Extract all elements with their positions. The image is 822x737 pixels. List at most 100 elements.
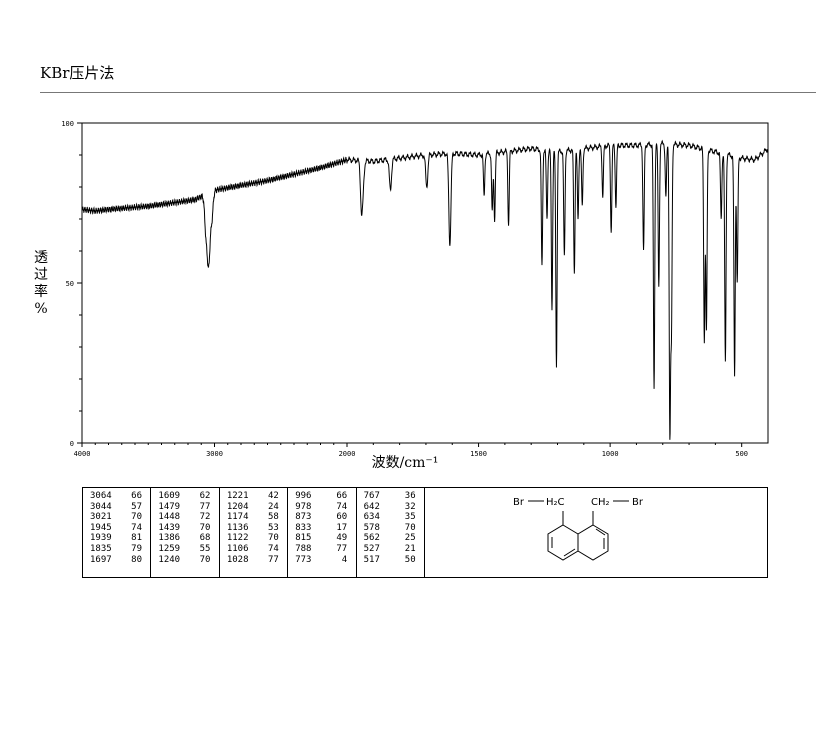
peak-transmittance: 4 bbox=[341, 554, 348, 565]
peak-wavenumber: 1221 bbox=[226, 491, 249, 501]
peak-row: 815 49 bbox=[295, 533, 352, 544]
peak-transmittance: 80 bbox=[131, 554, 142, 565]
peak-wavenumber: 773 bbox=[295, 554, 312, 565]
peak-wavenumber: 1122 bbox=[226, 533, 249, 544]
peak-wavenumber: 1240 bbox=[158, 554, 181, 565]
peak-row: 1122 70 bbox=[227, 533, 284, 544]
peak-wavenumber: 527 bbox=[363, 543, 380, 554]
peak-transmittance: 62 bbox=[199, 491, 211, 501]
y-axis-label-char: 透 bbox=[34, 250, 48, 266]
peak-row: 1609 62 bbox=[158, 491, 215, 502]
peak-transmittance: 25 bbox=[404, 533, 416, 544]
naphthalene-right-ring bbox=[577, 524, 609, 561]
y-tick-label: 100 bbox=[61, 120, 74, 128]
peak-wavenumber: 1939 bbox=[90, 533, 112, 544]
peak-transmittance: 50 bbox=[404, 554, 416, 565]
peak-transmittance: 36 bbox=[404, 491, 416, 501]
sample-method-title: KBr压片法 bbox=[40, 64, 115, 82]
y-tick-label: 50 bbox=[66, 280, 74, 288]
peak-table-column: 1609 62 1479 77 1448 72 1439 70 1386 68 1259 55 1240… bbox=[151, 488, 220, 577]
peak-row: 1448 72 bbox=[158, 512, 215, 523]
peak-row: 1136 53 bbox=[227, 523, 284, 534]
peak-wavenumber: 1028 bbox=[226, 554, 249, 565]
peak-row: 3021 70 bbox=[90, 512, 147, 523]
peak-wavenumber: 978 bbox=[295, 501, 312, 512]
x-tick-label: 1000 bbox=[602, 450, 619, 458]
peak-transmittance: 70 bbox=[199, 554, 211, 565]
peak-transmittance: 70 bbox=[404, 522, 416, 533]
peak-row: 996 66 bbox=[295, 491, 352, 502]
bromine-left-label: Br bbox=[513, 497, 525, 508]
y-axis-label-char: 过 bbox=[34, 267, 48, 283]
peak-wavenumber: 767 bbox=[363, 491, 380, 501]
peak-transmittance: 74 bbox=[336, 501, 348, 512]
peak-wavenumber: 1479 bbox=[158, 501, 181, 512]
peak-wavenumber: 996 bbox=[295, 491, 312, 501]
peak-row: 642 32 bbox=[364, 502, 421, 513]
peak-transmittance: 60 bbox=[336, 512, 348, 523]
peak-wavenumber: 1106 bbox=[226, 543, 249, 554]
y-tick-label: 0 bbox=[70, 440, 74, 448]
y-axis-label-char: % bbox=[34, 301, 47, 317]
peak-transmittance: 57 bbox=[131, 501, 142, 512]
peak-row: 767 36 bbox=[364, 491, 421, 502]
peak-transmittance: 21 bbox=[404, 543, 416, 554]
y-axis-label: 透过率% bbox=[34, 250, 48, 317]
peak-row: 578 70 bbox=[364, 523, 421, 534]
peak-transmittance: 35 bbox=[404, 512, 416, 523]
structure-panel: Br H₂C CH₂ Br bbox=[425, 487, 768, 578]
peak-wavenumber: 1448 bbox=[158, 512, 181, 523]
peak-row: 562 25 bbox=[364, 533, 421, 544]
peak-wavenumber: 873 bbox=[295, 512, 312, 523]
peak-row: 527 21 bbox=[364, 544, 421, 555]
peak-wavenumber: 642 bbox=[363, 501, 380, 512]
peak-wavenumber: 1439 bbox=[158, 522, 181, 533]
peak-wavenumber: 3021 bbox=[90, 512, 112, 523]
peak-transmittance: 66 bbox=[336, 491, 348, 501]
peak-row: 1835 79 bbox=[90, 544, 147, 555]
molecule-structure: Br H₂C CH₂ Br bbox=[513, 497, 644, 561]
peak-wavenumber: 788 bbox=[295, 543, 312, 554]
peak-wavenumber: 562 bbox=[363, 533, 380, 544]
peak-wavenumber: 1609 bbox=[158, 491, 181, 501]
peak-row: 1174 58 bbox=[227, 512, 284, 523]
peak-row: 978 74 bbox=[295, 502, 352, 513]
peak-row: 1106 74 bbox=[227, 544, 284, 555]
peak-row: 634 35 bbox=[364, 512, 421, 523]
ir-spectrum-chart: 4000 3000 2000 1500 1000 500 0 50 100 波数/cm⁻¹ 透… bbox=[34, 120, 769, 471]
x-tick-label: 1500 bbox=[470, 450, 487, 458]
peak-row: 833 17 bbox=[295, 523, 352, 534]
x-tick-label: 500 bbox=[735, 450, 748, 458]
peak-table-column: 1221 42 1204 24 1174 58 1136 53 1122 70 1106 74 1028… bbox=[220, 488, 289, 577]
peak-transmittance: 58 bbox=[267, 512, 279, 523]
peak-transmittance: 55 bbox=[199, 543, 211, 554]
peak-transmittance: 74 bbox=[131, 522, 142, 533]
peak-transmittance: 77 bbox=[267, 554, 279, 565]
peak-row: 1204 24 bbox=[227, 502, 284, 513]
peak-wavenumber: 833 bbox=[295, 522, 312, 533]
peak-wavenumber: 634 bbox=[363, 512, 380, 523]
header-divider bbox=[40, 92, 816, 93]
peak-transmittance: 17 bbox=[336, 522, 348, 533]
peak-wavenumber: 1697 bbox=[90, 554, 112, 565]
peak-row: 517 50 bbox=[364, 555, 421, 566]
peak-wavenumber: 1945 bbox=[90, 522, 112, 533]
peak-row: 1439 70 bbox=[158, 523, 215, 534]
peak-transmittance: 66 bbox=[131, 491, 142, 501]
peak-wavenumber: 1174 bbox=[226, 512, 249, 523]
peak-row: 1259 55 bbox=[158, 544, 215, 555]
x-tick-label: 4000 bbox=[74, 450, 91, 458]
peak-transmittance: 24 bbox=[267, 501, 279, 512]
y-axis-label-char: 率 bbox=[34, 283, 48, 300]
peak-transmittance: 70 bbox=[131, 512, 142, 523]
peak-row: 1945 74 bbox=[90, 523, 147, 534]
peak-wavenumber: 815 bbox=[295, 533, 312, 544]
methylene-right-label: CH₂ bbox=[591, 497, 610, 508]
peak-wavenumber: 1136 bbox=[226, 522, 249, 533]
peak-transmittance: 77 bbox=[199, 501, 211, 512]
peak-transmittance: 74 bbox=[267, 543, 279, 554]
peak-row: 1939 81 bbox=[90, 533, 147, 544]
peak-transmittance: 42 bbox=[267, 491, 279, 501]
peak-row: 1240 70 bbox=[158, 555, 215, 566]
peak-table: 3064 66 3044 57 3021 70 1945 74 1939 81 1835 79 1697… bbox=[82, 487, 425, 578]
